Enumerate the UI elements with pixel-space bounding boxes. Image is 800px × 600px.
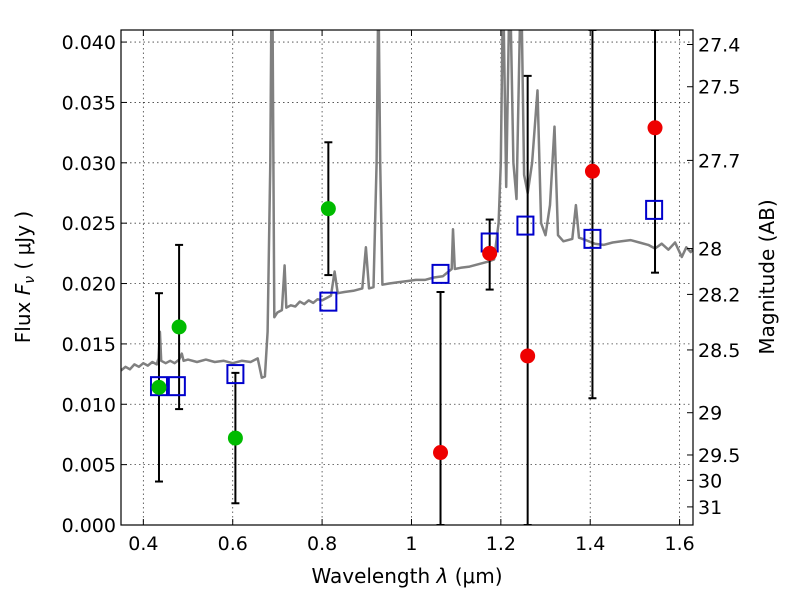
y-tick-label: 0.025	[62, 213, 116, 235]
y2-tick-label: 28.2	[698, 284, 740, 306]
x-tick-label: 1.6	[664, 533, 694, 555]
grid	[121, 30, 693, 526]
model-square-marker	[226, 364, 245, 385]
model-square-marker	[431, 263, 450, 284]
model-square-marker	[583, 228, 602, 249]
y2-tick-label: 27.7	[698, 150, 740, 172]
plot-frame	[120, 29, 694, 526]
y2-tick-label: 29.5	[698, 445, 740, 467]
model-square-marker	[167, 376, 186, 397]
green-data-point	[320, 201, 336, 217]
spectrum-layer	[121, 30, 693, 379]
green-data-point	[151, 379, 167, 395]
x-tick-label: 1.4	[575, 533, 605, 555]
y-tick-label: 0.010	[62, 394, 116, 416]
y2-tick-label: 28.5	[698, 340, 740, 362]
x-axis-label: Wavelength λ (μm)	[311, 564, 502, 588]
y2-tick-label: 28	[698, 239, 722, 261]
spectrum-line	[121, 30, 693, 379]
model-square-marker	[319, 291, 338, 312]
red-data-point	[520, 348, 536, 364]
x-tick-label: 0.4	[128, 533, 158, 555]
y-tick-label: 0.015	[62, 334, 116, 356]
errorbar-layer	[154, 30, 660, 525]
red-data-point	[433, 445, 449, 461]
y2-tick-label: 29	[698, 403, 722, 425]
model-square-marker	[645, 199, 664, 220]
y-tick-label: 0.000	[62, 515, 116, 537]
red-data-point	[584, 163, 600, 179]
x-tick-label: 1	[405, 533, 417, 555]
y-tick-label: 0.020	[62, 274, 116, 296]
red-data-point	[647, 120, 663, 136]
x-tick-label: 0.8	[307, 533, 337, 555]
tick-layer: 0.4 0.6 0.8 1 1.2 1.4 1.6 0.000 0.005 0.010 0.015 0…	[62, 30, 740, 555]
model-square-marker	[149, 376, 168, 397]
y-axis-label: Flux Fν ( μJy )	[11, 211, 38, 343]
y2-tick-label: 30	[698, 470, 722, 492]
y-tick-label: 0.005	[62, 455, 116, 477]
y-tick-label: 0.035	[62, 92, 116, 114]
red-data-point	[482, 245, 498, 261]
y-tick-label: 0.030	[62, 153, 116, 175]
y2-tick-label: 31	[698, 497, 722, 519]
green-data-point	[171, 319, 187, 335]
x-tick-label: 0.6	[218, 533, 248, 555]
y-tick-label: 0.040	[62, 32, 116, 54]
x-tick-label: 1.2	[486, 533, 516, 555]
green-data-point	[227, 430, 243, 446]
y2-tick-label: 27.4	[698, 34, 740, 56]
y2-axis-label: Magnitude (AB)	[755, 199, 779, 354]
model-square-marker	[516, 215, 535, 236]
marker-layer	[149, 120, 664, 461]
y2-tick-label: 27.5	[698, 77, 740, 99]
